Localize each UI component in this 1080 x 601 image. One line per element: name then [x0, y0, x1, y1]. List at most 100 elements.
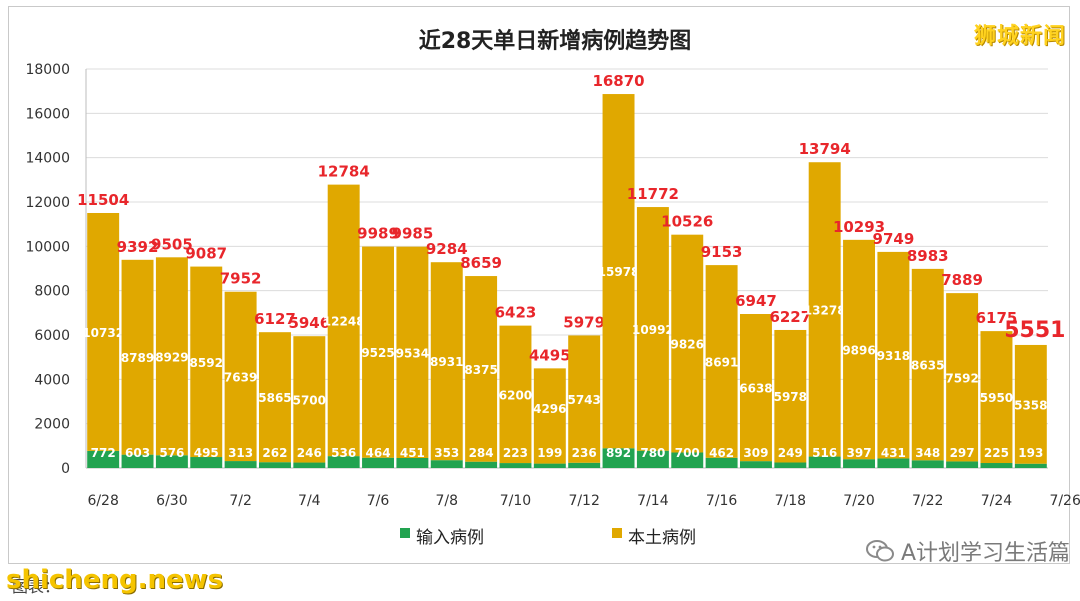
- bar-imported: [224, 461, 257, 468]
- bar-imported: [465, 461, 498, 468]
- bar-imported: [499, 463, 532, 468]
- data-label-imported: 236: [572, 446, 597, 460]
- data-label-total: 9985: [392, 225, 434, 243]
- data-label-imported: 309: [743, 446, 768, 460]
- bar-imported: [877, 458, 910, 468]
- bar-local: [430, 262, 463, 461]
- y-tick-label: 8000: [34, 284, 70, 300]
- bar-imported: [258, 462, 291, 468]
- x-tick-label: 7/4: [298, 493, 321, 509]
- bar-imported: [430, 460, 463, 468]
- data-label-imported: 397: [847, 446, 872, 460]
- bar-imported: [602, 448, 635, 468]
- data-label-local: 6200: [499, 388, 532, 402]
- wechat-attribution: A计划学习生活篇: [865, 535, 1070, 567]
- x-tick-label: 7/24: [981, 493, 1013, 509]
- data-label-imported: 576: [159, 446, 184, 460]
- data-label-total: 7889: [941, 271, 983, 289]
- data-label-total: 6947: [735, 292, 777, 310]
- data-label-local: 10992: [632, 323, 674, 337]
- data-label-total: 10526: [661, 213, 713, 231]
- bar-imported: [671, 452, 704, 468]
- bar-local: [636, 207, 669, 451]
- bar-imported: [121, 454, 154, 468]
- y-tick-label: 0: [61, 461, 70, 477]
- data-label-total: 6127: [254, 310, 296, 328]
- data-label-total: 8983: [907, 247, 949, 265]
- x-tick-label: 7/8: [435, 493, 458, 509]
- data-label-total: 16870: [592, 72, 644, 90]
- legend: 输入病例 本土病例: [400, 528, 696, 548]
- data-label-total: 9284: [426, 240, 468, 258]
- data-label-local: 13278: [804, 303, 846, 317]
- x-tick-label: 7/20: [843, 493, 874, 509]
- bar-local: [121, 259, 154, 455]
- data-label-total: 13794: [799, 140, 851, 158]
- bar-local: [843, 239, 876, 460]
- data-label-local: 8929: [155, 350, 188, 364]
- data-label-total: 11504: [77, 191, 129, 209]
- watermark: shicheng.news: [6, 565, 224, 595]
- data-label-imported: 348: [915, 446, 940, 460]
- data-label-local: 5700: [293, 393, 326, 407]
- data-label-local: 5950: [980, 391, 1013, 405]
- bar-imported: [568, 462, 601, 468]
- x-tick-label: 7/14: [637, 493, 669, 509]
- data-label-imported: 313: [228, 446, 253, 460]
- wechat-icon: [865, 540, 894, 562]
- data-label-total: 9749: [873, 230, 915, 248]
- bar-imported: [533, 463, 566, 468]
- bar-local: [155, 257, 188, 456]
- data-label-local: 8592: [190, 356, 223, 370]
- y-tick-label: 10000: [25, 239, 70, 255]
- data-label-local: 15978: [598, 265, 640, 279]
- data-label-local: 9896: [842, 344, 875, 358]
- bar-imported: [980, 463, 1013, 468]
- x-tick-label: 6/28: [87, 493, 118, 509]
- bar-local: [293, 336, 326, 463]
- data-label-imported: 193: [1018, 446, 1043, 460]
- bar-local: [87, 212, 120, 451]
- bar-imported: [843, 459, 876, 468]
- data-label-imported: 431: [881, 446, 906, 460]
- data-label-total: 8659: [460, 254, 502, 272]
- data-label-local: 9318: [877, 349, 910, 363]
- source-caption: 图表：: [12, 577, 61, 596]
- legend-swatch: [400, 528, 410, 538]
- data-label-local: 8375: [464, 363, 497, 377]
- bar-imported: [946, 461, 979, 468]
- data-label-local: 5358: [1014, 398, 1047, 412]
- data-label-total: 9392: [117, 238, 159, 256]
- x-tick-label: 7/18: [775, 493, 806, 509]
- bar-local: [533, 368, 566, 464]
- data-label-local: 9534: [396, 346, 429, 360]
- data-label-local: 9826: [671, 338, 704, 352]
- x-tick-label: 7/16: [706, 493, 738, 509]
- data-label-imported: 892: [606, 446, 631, 460]
- bar-imported: [1014, 463, 1047, 468]
- bar-local: [396, 246, 429, 459]
- bar-local: [877, 251, 910, 459]
- bar-imported: [808, 456, 841, 468]
- data-label-imported: 223: [503, 446, 528, 460]
- bar-imported: [396, 458, 429, 468]
- bar-local: [1014, 344, 1047, 464]
- data-label-total: 9989: [357, 225, 399, 243]
- bar-imported: [87, 450, 120, 468]
- bar-imported: [705, 457, 738, 468]
- chart-title: 近28天单日新增病例趋势图: [419, 28, 692, 54]
- y-tick-label: 16000: [25, 106, 70, 122]
- data-label-local: 5865: [258, 391, 291, 405]
- data-label-total: 9153: [701, 243, 743, 261]
- bar-local: [911, 268, 944, 461]
- data-label-local: 12248: [323, 314, 365, 328]
- data-label-local: 9525: [361, 346, 394, 360]
- bar-imported: [636, 450, 669, 468]
- data-label-total: 5551: [1004, 318, 1065, 343]
- x-axis: 6/28 6/30 7/2 7/4 7/6 7/8 7/10 7/12 7/14 7/16 7/18…: [87, 493, 1080, 509]
- x-tick-label: 7/2: [229, 493, 252, 509]
- data-label-imported: 780: [640, 446, 665, 460]
- data-label-imported: 297: [950, 446, 975, 460]
- data-label-imported: 516: [812, 446, 837, 460]
